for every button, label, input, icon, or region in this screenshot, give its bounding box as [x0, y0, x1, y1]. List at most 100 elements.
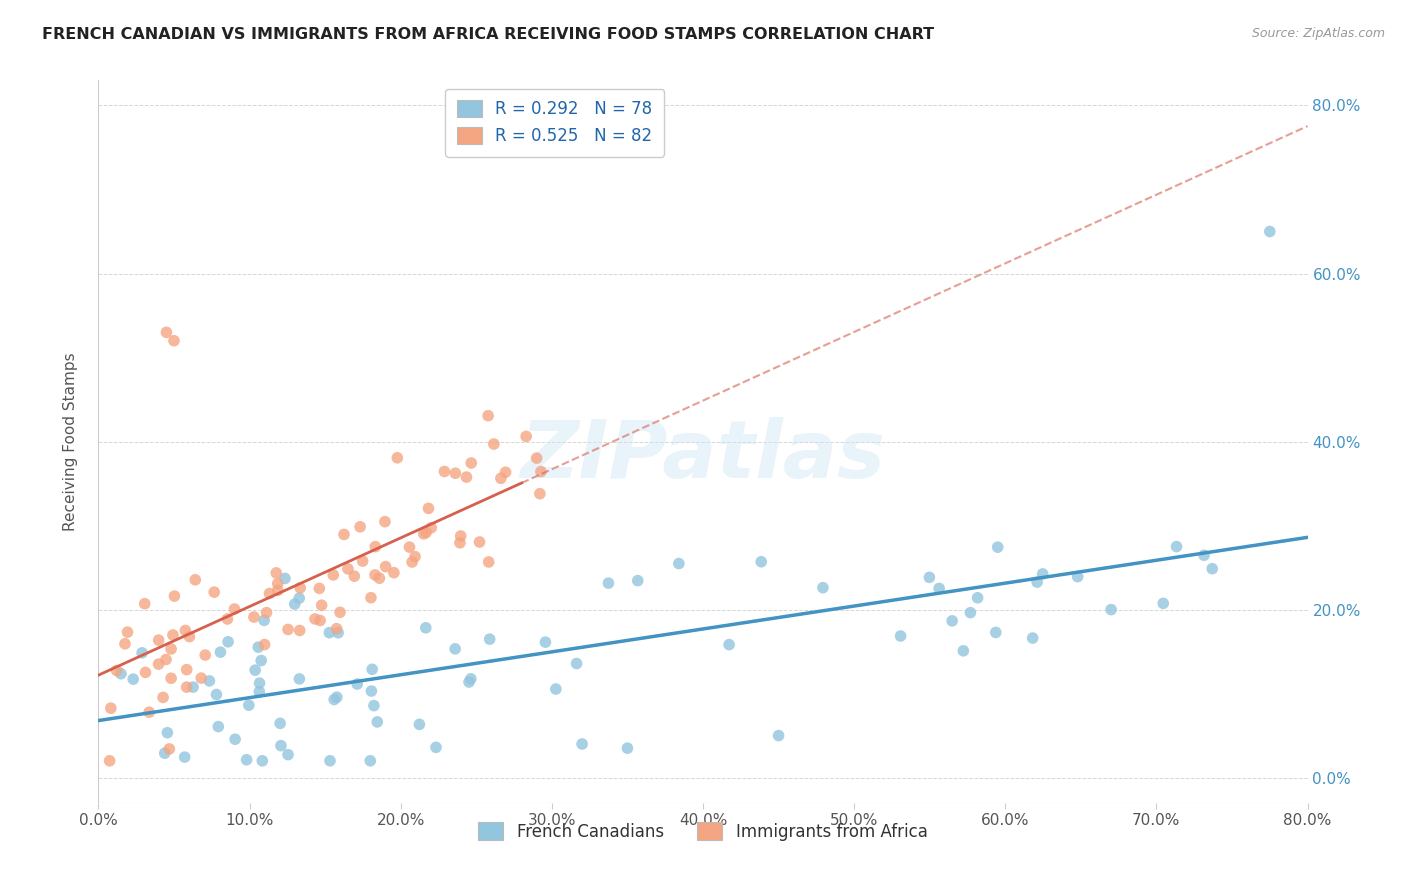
Point	[449, 536, 471, 550]
Point	[309, 614, 332, 628]
Point	[718, 638, 741, 652]
Point	[374, 515, 396, 529]
Point	[247, 684, 270, 698]
Point	[153, 746, 176, 760]
Point	[138, 705, 160, 719]
Point	[404, 549, 426, 564]
Point	[1032, 566, 1054, 581]
Point	[1201, 562, 1223, 576]
Point	[382, 566, 405, 580]
Point	[319, 754, 342, 768]
Point	[224, 732, 246, 747]
Point	[110, 666, 132, 681]
Point	[627, 574, 650, 588]
Point	[1021, 631, 1043, 645]
Point	[598, 576, 620, 591]
Point	[253, 638, 276, 652]
Point	[952, 644, 974, 658]
Point	[387, 450, 409, 465]
Point	[105, 664, 128, 678]
Point	[401, 555, 423, 569]
Point	[987, 540, 1010, 554]
Point	[460, 672, 482, 686]
Point	[966, 591, 988, 605]
Point	[1192, 548, 1215, 562]
Y-axis label: Receiving Food Stamps: Receiving Food Stamps	[63, 352, 77, 531]
Point	[117, 625, 139, 640]
Point	[179, 630, 201, 644]
Point	[478, 555, 501, 569]
Point	[181, 680, 204, 694]
Point	[412, 526, 434, 541]
Point	[249, 676, 271, 690]
Point	[156, 725, 179, 739]
Point	[160, 671, 183, 685]
Point	[235, 753, 257, 767]
Point	[207, 720, 229, 734]
Point	[155, 326, 177, 340]
Point	[450, 529, 472, 543]
Point	[482, 437, 505, 451]
Point	[398, 540, 420, 554]
Point	[360, 684, 382, 698]
Point	[160, 642, 183, 657]
Point	[304, 612, 326, 626]
Point	[495, 465, 517, 479]
Point	[269, 716, 291, 731]
Point	[565, 657, 588, 671]
Point	[122, 672, 145, 686]
Point	[318, 625, 340, 640]
Point	[209, 645, 232, 659]
Point	[456, 470, 478, 484]
Point	[515, 429, 537, 443]
Point	[363, 698, 385, 713]
Point	[364, 540, 387, 554]
Point	[184, 573, 207, 587]
Point	[148, 633, 170, 648]
Point	[359, 754, 381, 768]
Point	[349, 520, 371, 534]
Point	[325, 622, 347, 636]
Point	[326, 690, 349, 705]
Point	[322, 568, 344, 582]
Point	[941, 614, 963, 628]
Point	[477, 409, 499, 423]
Point	[749, 555, 772, 569]
Point	[433, 465, 456, 479]
Point	[148, 657, 170, 672]
Point	[267, 583, 290, 598]
Point	[890, 629, 912, 643]
Point	[346, 677, 368, 691]
Point	[418, 501, 440, 516]
Point	[460, 456, 482, 470]
Point	[277, 623, 299, 637]
Point	[444, 467, 467, 481]
Point	[163, 589, 186, 603]
Point	[131, 646, 153, 660]
Point	[238, 698, 260, 713]
Point	[364, 568, 387, 582]
Point	[162, 628, 184, 642]
Point	[1026, 575, 1049, 590]
Point	[336, 562, 359, 576]
Point	[1066, 569, 1088, 583]
Point	[468, 535, 491, 549]
Point	[250, 654, 273, 668]
Point	[284, 597, 307, 611]
Point	[352, 554, 374, 568]
Point	[323, 692, 346, 706]
Point	[267, 576, 290, 591]
Point	[928, 582, 950, 596]
Point	[811, 581, 834, 595]
Point	[252, 754, 274, 768]
Point	[277, 747, 299, 762]
Point	[247, 640, 270, 655]
Point	[243, 610, 266, 624]
Point	[489, 471, 512, 485]
Point	[176, 663, 198, 677]
Point	[134, 597, 156, 611]
Point	[270, 739, 292, 753]
Point	[534, 635, 557, 649]
Point	[157, 742, 180, 756]
Point	[361, 662, 384, 676]
